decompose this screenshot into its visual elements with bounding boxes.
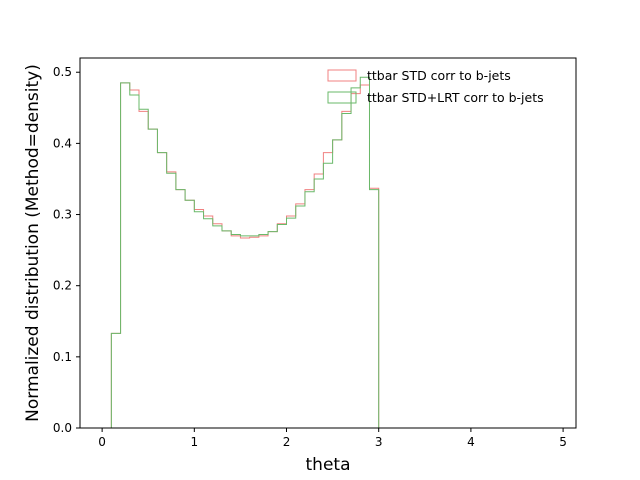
x-tick-label: 2 <box>283 435 291 449</box>
y-axis-label: Normalized distribution (Method=density) <box>23 64 43 422</box>
y-tick-label: 0.1 <box>53 350 72 364</box>
y-tick-label: 0.5 <box>53 65 72 79</box>
x-axis-ticks: 0 1 2 3 4 5 <box>98 428 567 449</box>
legend-swatch-std-lrt <box>327 91 357 104</box>
x-tick-label: 5 <box>559 435 567 449</box>
y-tick-label: 0.3 <box>53 208 72 222</box>
x-tick-label: 0 <box>98 435 106 449</box>
y-tick-label: 0.2 <box>53 279 72 293</box>
axes-frame <box>79 57 577 429</box>
legend-label-std: ttbar STD corr to b-jets <box>367 68 511 83</box>
y-tick-label: 0.0 <box>53 421 72 435</box>
y-tick-label: 0.4 <box>53 136 72 150</box>
x-tick-label: 4 <box>467 435 475 449</box>
x-tick-label: 3 <box>375 435 383 449</box>
legend-label-std-lrt: ttbar STD+LRT corr to b-jets <box>367 90 544 105</box>
legend: ttbar STD corr to b-jets ttbar STD+LRT c… <box>327 68 544 105</box>
x-tick-label: 1 <box>190 435 198 449</box>
y-axis-ticks: 0.0 0.1 0.2 0.3 0.4 0.5 <box>53 65 80 435</box>
x-axis-label: theta <box>306 455 351 475</box>
legend-swatch-std <box>327 69 357 82</box>
